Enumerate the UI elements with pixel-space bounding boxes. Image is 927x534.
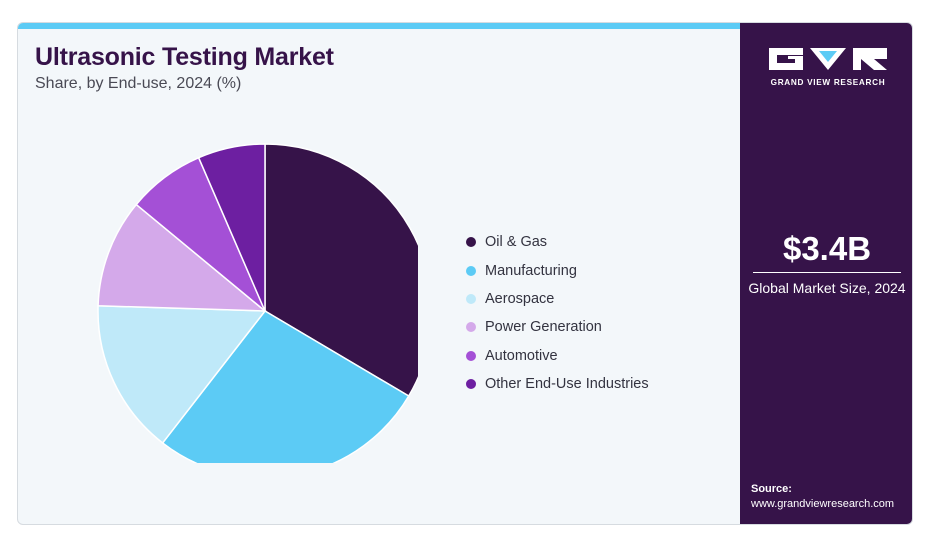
legend-label: Power Generation: [485, 319, 602, 336]
legend-label: Manufacturing: [485, 262, 577, 279]
source-url: www.grandviewresearch.com: [751, 498, 895, 510]
legend-label: Automotive: [485, 347, 558, 364]
legend-label: Other End-Use Industries: [485, 376, 649, 393]
legend-label: Aerospace: [485, 290, 555, 307]
legend-item: Power Generation: [466, 313, 649, 341]
pie-slice-manufacturing: [161, 310, 410, 463]
logo-text: GRAND VIEW RESEARCH: [770, 78, 886, 87]
brand-logo: GRAND VIEW RESEARCH: [766, 46, 890, 87]
legend-swatch: [466, 293, 476, 304]
pie-slice-aerospace: [97, 304, 267, 445]
market-size-value: $3.4B: [782, 230, 872, 267]
pie-slice-other-end-use-industries: [197, 143, 266, 312]
legend-swatch: [466, 350, 476, 361]
legend-item: Other End-Use Industries: [466, 370, 649, 398]
legend-item: Oil & Gas: [466, 228, 649, 256]
legend-item: Manufacturing: [466, 256, 649, 284]
chart-legend: Oil & Gas Manufacturing Aerospace Power Gen…: [466, 228, 649, 398]
legend-swatch: [466, 265, 476, 276]
accent-bar: [18, 23, 740, 29]
brand-panel: GRAND VIEW RESEARCH $3.4B Global Market …: [740, 23, 912, 524]
divider: [753, 272, 901, 273]
legend-item: Automotive: [466, 342, 649, 370]
legend-swatch: [466, 379, 476, 390]
market-size-label: Global Market Size, 2024: [748, 280, 906, 296]
pie-chart: [97, 143, 418, 463]
legend-swatch: [466, 322, 476, 333]
grand-view-research-logo-icon: [769, 48, 887, 70]
source-label: Source:: [751, 483, 792, 495]
legend-swatch: [466, 237, 476, 248]
legend-label: Oil & Gas: [485, 234, 548, 251]
chart-title: Ultrasonic Testing Market: [35, 43, 334, 71]
pie-slice-power-generation: [97, 203, 268, 312]
legend-item: Aerospace: [466, 285, 649, 313]
chart-card: Ultrasonic Testing Market Share, by End-…: [17, 22, 913, 525]
chart-subtitle: Share, by End-use, 2024 (%): [35, 75, 242, 92]
